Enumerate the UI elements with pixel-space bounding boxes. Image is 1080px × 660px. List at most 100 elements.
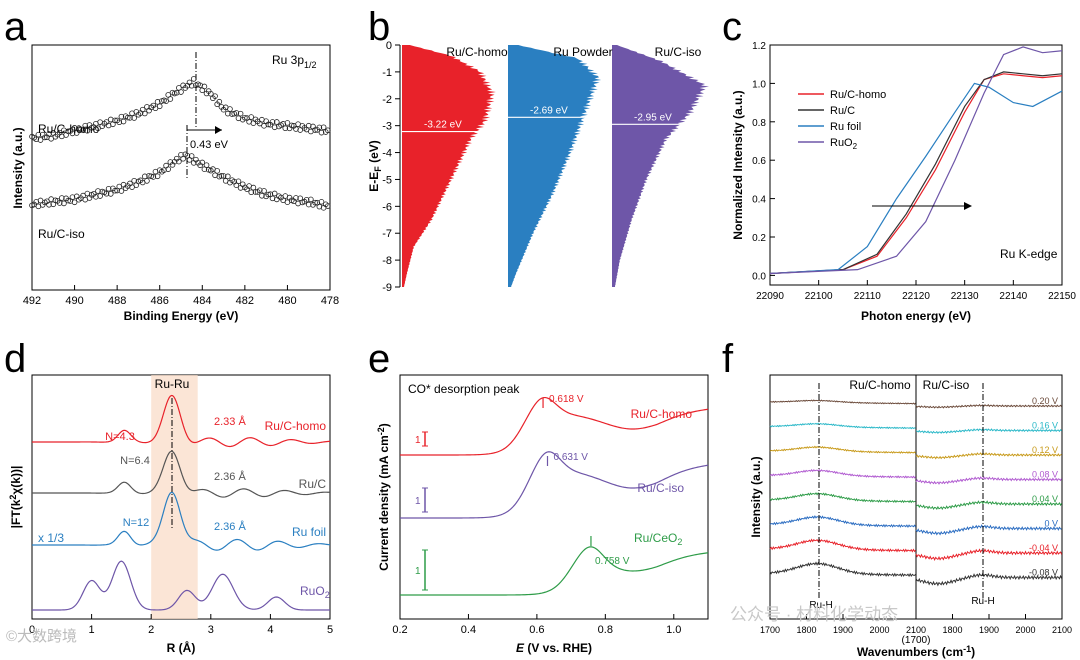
panel-label-e: e [368,337,390,381]
panel-a-data-point [259,193,265,199]
panel-a-data-point [233,110,240,116]
panel-f-series-line-left [769,561,916,578]
panel-a-data-point [188,82,195,89]
panel-a-ylabel: Intensity (a.u.) [11,127,25,208]
panel-f-series-line-left [769,422,916,430]
panel-a-data-point [61,200,67,207]
panel-e-scale-bar-label: 1 [415,435,421,446]
panel-d-label-homo: Ru/C-homo [265,419,327,433]
panel-f-potential-label: 0 V [1044,519,1058,529]
panel-a-data-point [131,177,137,184]
panel-d-xlabel: R (Å) [167,640,196,655]
panel-c-ylabel: Normalized Intensity (a.u.) [731,90,745,239]
panel-e: 0.2 0.4 0.6 0.8 1.0 0.618 V 0.631 V 0.758 V CO… [376,374,709,655]
panel-d-ru-ru-band [151,375,198,619]
panel-b-label-iso: Ru/C-iso [655,45,702,59]
panel-a-x-tick-label: 492 [23,295,41,307]
panel-a-data-point [71,199,78,206]
panel-f-ticks: 1700 1800 1900 2000 2100 1800 1900 2000 2100 [760,614,1072,635]
panel-f-series-line-right [915,500,1063,511]
panel-a-data-point [56,200,63,206]
panel-f-potential-label: 0.08 V [1032,470,1058,480]
panel-c-y-tick-label: 1.0 [752,79,766,90]
panel-f-series-line-right [915,452,1062,460]
panel-a-x-tick-label: 480 [278,295,296,307]
panel-a-data-point [201,83,208,90]
panel-a-data-point [37,137,44,143]
panel-c-x-tick-label: 22090 [756,291,784,302]
panel-c-series-line [769,71,1063,275]
panel-a-data-point [248,189,255,196]
panel-a-data-point [265,191,272,198]
panel-e-label-homo: Ru/C-homo [631,407,693,421]
panel-b-y-tick-label: -2 [382,94,392,106]
panel-a-data-point [41,134,48,141]
panel-f-right-title: Ru/C-iso [923,378,970,392]
panel-d-x-tick-label: 2 [148,624,154,636]
panel-a-data-point [127,115,133,121]
panel-a-data-point [118,113,125,120]
panel-b-center-label: -2.69 eV [530,105,568,116]
panel-c-x-tick-label: 22130 [951,291,979,302]
panel-a-x-tick-label: 490 [65,295,83,307]
panel-a-data-point [180,155,186,162]
panel-c-legend-label: Ru/C [830,105,855,117]
panel-a-data-point [65,197,71,204]
panel-a-data-point [250,184,257,191]
panel-d: Ru-Ru 0 1 2 3 4 5 R (Å) |FT(k2χ(k))| x 1/3 N=… [8,374,333,655]
panel-d-x-tick-label: 0 [29,624,35,636]
panel-b: 0 -1 -2 -3 -4 -5 -6 -7 -8 -9 -3.22 eV -2.69 eV -2.9… [367,40,709,294]
panel-f-peak-label-left: Ru-H [809,600,832,611]
panel-d-label-ruo2: RuO2 [300,584,330,600]
panel-a-data-point [312,127,318,133]
panel-f-series-line-left [769,468,917,479]
panel-f: 1700 1800 1900 2000 2100 1800 1900 2000 2100 Ru/… [749,374,1072,659]
panel-d-label-c: Ru/C [299,477,327,491]
panel-c-ticks: 22090 22100 22110 22120 22130 22140 22150 0.0 0.… [752,41,1076,302]
panel-c-x-tick-label: 22120 [902,291,930,302]
panel-a-data-point [320,124,327,131]
panel-a-data-point [103,190,110,197]
panel-b-y-tick-label: -8 [382,255,392,267]
panel-a-label-homo: Ru/C-homo [38,122,100,136]
panel-b-y-tick-label: -6 [382,201,392,213]
watermark-right: 公众号 · 材料化学动态 [730,605,898,624]
panel-f-potential-label: -0.04 V [1029,543,1058,553]
panel-b-y-tick-label: -1 [382,67,392,79]
panel-c-annotation: Ru K-edge [1000,247,1058,261]
panel-a-data-point [248,114,255,120]
panel-c: 22090 22100 22110 22120 22130 22140 22150 0.0 0.… [731,41,1076,323]
panel-c-legend-label: Ru foil [830,121,861,133]
panel-a-data-point [325,127,331,134]
panel-f-series-line-right [915,476,1063,485]
panel-d-label-foil: Ru foil [292,525,326,539]
panel-f-peak-label-right: Ru-H [971,596,994,607]
panel-c-series-line [769,82,1063,275]
panel-a-data-point [178,89,184,95]
panel-d-ylabel: |FT(k2χ(k))| [8,466,23,529]
panel-a-x-tick-label: 482 [236,295,254,307]
panel-a-data-point [73,130,80,136]
panel-e-title: CO* desorption peak [408,382,520,396]
panel-a-data-point [203,162,210,168]
panel-a-data-point [69,194,76,200]
panel-a-data-point [93,194,99,200]
panel-b-y-tick-label: -5 [382,174,392,186]
panel-b-ylabel: E-EF (eV) [367,140,383,192]
panel-a-data-point [118,188,125,194]
panel-f-series-line-right [915,524,1062,536]
panel-f-x-tick-label: 1700 [760,625,780,635]
panel-c-arrow-head [964,202,972,210]
panel-a-data-point [176,158,182,165]
panel-a-data-point [95,188,101,194]
panel-b-dos-area [508,45,602,287]
panel-c-x-tick-label: 22150 [1048,291,1076,302]
panel-a-data-point [154,99,161,105]
panel-b-label-homo: Ru/C-homo [446,45,508,59]
panel-d-x-tick-label: 1 [89,624,95,636]
panel-a-data-point [199,159,206,166]
panel-f-potential-labels: 0.20 V 0.16 V 0.12 V 0.08 V 0.04 V 0 V -0.04 V… [1029,396,1058,578]
panel-f-x-tick-label: 1800 [796,625,816,635]
panel-b-dos-area [612,45,709,287]
panel-f-series-line-left [769,399,916,405]
